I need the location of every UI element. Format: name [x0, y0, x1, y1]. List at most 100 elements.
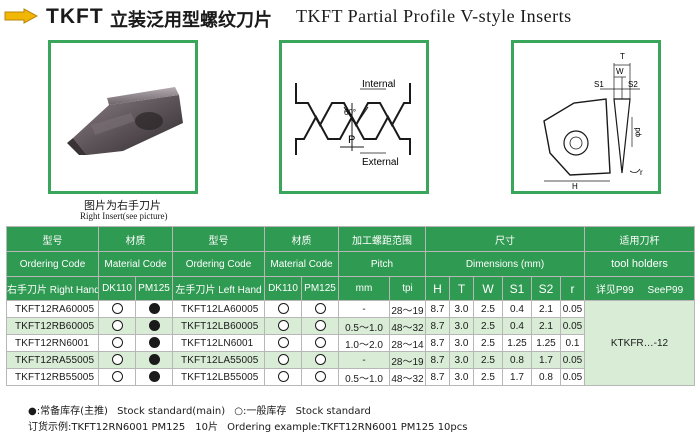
col-t: T	[449, 276, 474, 301]
thread-profile-diagram: Internal External 60° P	[295, 79, 411, 168]
material-mark	[301, 334, 339, 352]
table-row: TKFT12RN6001 TKFT12LN6001 1.0～2.0 28～14 …	[6, 334, 695, 352]
material-mark	[98, 334, 136, 352]
left-hand-code: TKFT12LA60005	[172, 300, 265, 318]
solid-circle-icon	[148, 337, 160, 349]
col-tool-holders: tool holders	[584, 251, 695, 277]
col-material-code: Material Code	[98, 251, 173, 277]
pitch-tpi: 28～14	[389, 334, 426, 352]
dim-t: 3.0	[449, 368, 474, 386]
dim-s1: 0.8	[502, 351, 532, 369]
open-circle-icon	[314, 371, 326, 383]
thread-profile-figure: Internal External 60° P	[279, 40, 429, 194]
dim-r: 0.05	[560, 317, 585, 335]
order-example-cn: 订货示例:TKFT12RN6001 PM125 10片	[28, 422, 218, 432]
material-mark	[98, 300, 136, 318]
solid-circle-icon	[148, 371, 160, 383]
dim-t: 3.0	[449, 351, 474, 369]
open-circle-icon	[111, 337, 123, 349]
stock-legend: ●:常备库存(主推) Stock standard(main) ○:一般库存 S…	[28, 402, 377, 417]
page-header: TKFT 立装泛用型螺纹刀片 TKFT Partial Profile V-st…	[0, 0, 700, 34]
col-mm: mm	[338, 276, 390, 301]
pitch-mm: 0.5～1.0	[338, 317, 390, 335]
ordering-example: 订货示例:TKFT12RN6001 PM125 10片 Ordering exa…	[28, 418, 473, 432]
left-hand-code: TKFT12LA55005	[172, 351, 265, 369]
insert-photo-figure	[48, 40, 198, 194]
col-tpi: tpi	[389, 276, 426, 301]
open-circle-icon	[111, 371, 123, 383]
col-material-code2: Material Code	[264, 251, 339, 277]
pitch-tpi: 48～32	[389, 317, 426, 335]
dim-h: 8.7	[425, 368, 450, 386]
dim-w: 2.5	[473, 300, 503, 318]
col-h: H	[425, 276, 450, 301]
open-circle-icon	[277, 303, 289, 315]
pitch-mm: -	[338, 300, 390, 318]
open-circle-icon	[314, 303, 326, 315]
dim-s1: 0.4	[502, 300, 532, 318]
dim-t-label: T	[620, 52, 625, 61]
col-w: W	[473, 276, 503, 301]
col-dk110-right: DK110	[98, 276, 136, 301]
col-pitch: Pitch	[338, 251, 426, 277]
col-s2: S2	[531, 276, 561, 301]
pointing-hand-icon	[4, 8, 38, 24]
material-mark	[98, 368, 136, 386]
col-dk110-left: DK110	[264, 276, 302, 301]
dim-r: 0.1	[560, 334, 585, 352]
open-circle-icon	[111, 354, 123, 366]
insert-dimension-diagram: T W S1 S2 φd H r	[543, 52, 643, 191]
left-hand-code: TKFT12LB55005	[172, 368, 265, 386]
col-thread-range-cn: 加工螺距范围	[338, 226, 426, 252]
dim-r-label: r	[640, 168, 643, 177]
material-mark	[264, 317, 302, 335]
material-mark	[301, 317, 339, 335]
col-see-page: 详见P99 SeeP99	[584, 276, 695, 301]
material-mark	[264, 334, 302, 352]
open-circle-icon	[314, 320, 326, 332]
col-material-cn: 材质	[98, 226, 173, 252]
legend-open-cn: ○:一般库存	[234, 406, 287, 417]
legend-solid-en: Stock standard(main)	[117, 406, 226, 417]
open-circle-icon	[277, 354, 289, 366]
figure-caption-cn: 图片为右手刀片	[84, 199, 161, 212]
material-mark	[135, 317, 173, 335]
internal-label: Internal	[362, 79, 395, 90]
table-header-row-3: 右手刀片 Right Hand DK110 PM125 左手刀片 Left Ha…	[6, 276, 695, 301]
material-mark	[135, 334, 173, 352]
dim-t: 3.0	[449, 317, 474, 335]
material-mark	[98, 351, 136, 369]
spec-table: 型号 材质 型号 材质 加工螺距范围 尺寸 适用刀杆 Ordering Code…	[6, 226, 695, 386]
dim-w: 2.5	[473, 334, 503, 352]
dim-s1-label: S1	[594, 80, 604, 89]
pitch-tpi: 28～19	[389, 351, 426, 369]
product-code-title: TKFT	[46, 5, 104, 28]
dim-w-label: W	[616, 67, 624, 76]
right-hand-code: TKFT12RB55005	[6, 368, 99, 386]
see-page-en: SeeP99	[647, 285, 684, 296]
dim-s1: 1.25	[502, 334, 532, 352]
see-page-cn: 详见P99	[595, 285, 634, 296]
solid-circle-icon	[148, 303, 160, 315]
dim-w: 2.5	[473, 351, 503, 369]
insert-illustration	[67, 87, 183, 155]
col-pm125-right: PM125	[135, 276, 173, 301]
material-mark	[264, 300, 302, 318]
solid-circle-icon	[148, 320, 160, 332]
product-title-en: TKFT Partial Profile V-style Inserts	[296, 6, 572, 26]
table-row: TKFT12RA55005 TKFT12LA55005 - 28～19 8.7 …	[6, 351, 695, 369]
table-row: TKFT12RB55005 TKFT12LB55005 0.5～1.0 48～3…	[6, 368, 695, 386]
open-circle-icon	[277, 320, 289, 332]
angle-label: 60°	[344, 108, 356, 117]
legend-open-en: Stock standard	[295, 406, 371, 417]
dim-d-label: φd	[633, 127, 642, 137]
dim-s2: 0.8	[531, 368, 561, 386]
col-size-cn: 尺寸	[425, 226, 585, 252]
col-ordering-code: Ordering Code	[6, 251, 99, 277]
open-circle-icon	[277, 371, 289, 383]
dim-r: 0.05	[560, 300, 585, 318]
col-r: r	[560, 276, 585, 301]
table-header-row-1: 型号 材质 型号 材质 加工螺距范围 尺寸 适用刀杆	[6, 226, 695, 252]
material-mark	[98, 317, 136, 335]
legend-solid-cn: ●:常备库存(主推)	[28, 406, 108, 417]
